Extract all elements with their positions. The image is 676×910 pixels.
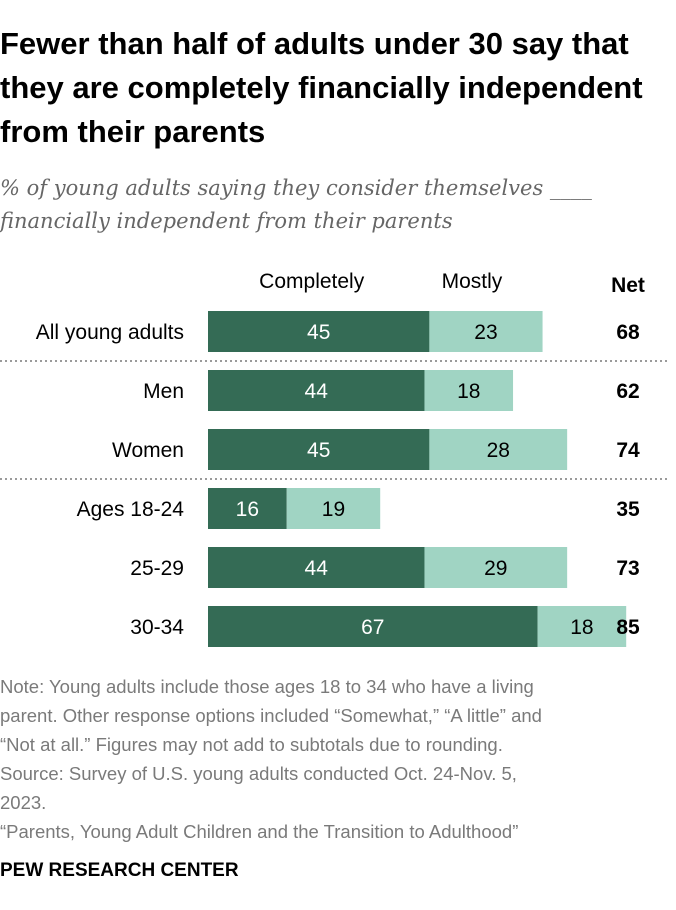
category-label: Women — [112, 439, 184, 462]
net-value: 62 — [616, 380, 639, 403]
legend-net: Net — [611, 274, 645, 297]
legend-mostly: Mostly — [442, 270, 503, 293]
note-line: “Not at all.” Figures may not add to sub… — [0, 734, 503, 755]
net-value: 73 — [616, 557, 639, 580]
bar-value-completely: 16 — [236, 498, 259, 521]
category-label: 25-29 — [130, 557, 184, 580]
note-line: parent. Other response options included … — [0, 705, 542, 726]
category-label: All young adults — [36, 321, 184, 344]
bar-completely — [208, 488, 287, 529]
bar-value-mostly: 19 — [322, 498, 345, 521]
net-value: 85 — [616, 616, 640, 639]
chart-title: Fewer than half of adults under 30 say t… — [0, 26, 643, 149]
category-label: Ages 18-24 — [77, 498, 185, 521]
net-value: 74 — [616, 439, 640, 462]
net-value: 68 — [616, 321, 640, 344]
bar-completely — [208, 370, 425, 411]
chart-subtitle: % of young adults saying they consider t… — [0, 176, 592, 233]
bar-mostly — [429, 429, 568, 470]
category-label: Men — [143, 380, 184, 403]
bar-value-mostly: 23 — [474, 321, 497, 344]
bar-completely — [208, 547, 425, 588]
bar-value-completely: 44 — [305, 380, 329, 403]
bar-completely — [208, 311, 430, 352]
pew-research-center-logo: PEW RESEARCH CENTER — [0, 860, 239, 881]
bar-mostly — [286, 488, 381, 529]
chart-note: Note: Young adults include those ages 18… — [0, 672, 676, 846]
chart-svg: Completely Mostly Net All young adults 45 23 6… — [0, 270, 668, 647]
bar-value-mostly: 28 — [487, 439, 510, 462]
category-label: 30-34 — [130, 616, 184, 639]
source-line: 2023. — [0, 792, 47, 813]
bar-completely — [208, 429, 430, 470]
bar-value-completely: 45 — [307, 321, 330, 344]
bar-mostly — [424, 370, 514, 411]
bar-mostly — [424, 547, 568, 588]
bar-value-completely: 45 — [307, 439, 330, 462]
report-title-line: “Parents, Young Adult Children and the T… — [0, 821, 519, 842]
source-line: Source: Survey of U.S. young adults cond… — [0, 763, 517, 784]
note-line: Note: Young adults include those ages 18… — [0, 676, 534, 697]
bar-mostly — [429, 311, 543, 352]
bar-value-mostly: 18 — [457, 380, 480, 403]
bar-value-completely: 67 — [361, 616, 384, 639]
bar-mostly — [537, 606, 627, 647]
bar-value-mostly: 18 — [570, 616, 593, 639]
stacked-bar-chart: Completely Mostly Net All young adults 45 23 6… — [0, 258, 676, 658]
net-value: 35 — [616, 498, 640, 521]
bar-completely — [208, 606, 538, 647]
bar-value-completely: 44 — [305, 557, 329, 580]
legend-completely: Completely — [259, 270, 365, 293]
bar-value-mostly: 29 — [484, 557, 507, 580]
